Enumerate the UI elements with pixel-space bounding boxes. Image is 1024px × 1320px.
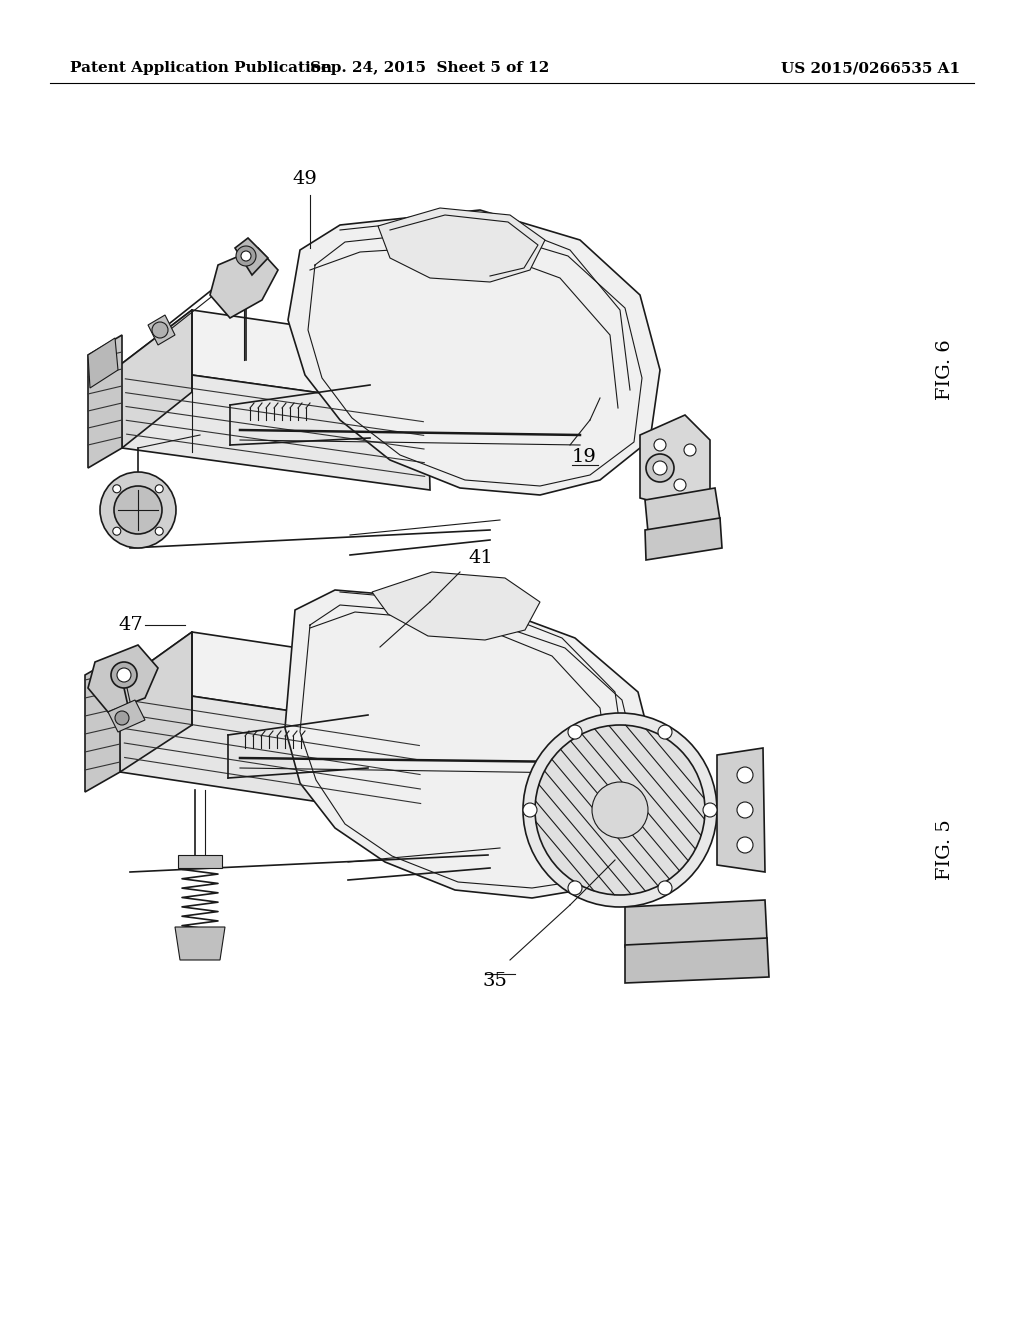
Circle shape: [737, 767, 753, 783]
Polygon shape: [625, 900, 767, 946]
Polygon shape: [85, 655, 120, 792]
Text: US 2015/0266535 A1: US 2015/0266535 A1: [781, 61, 961, 75]
Polygon shape: [288, 210, 660, 495]
Text: Patent Application Publication: Patent Application Publication: [70, 61, 332, 75]
Text: 41: 41: [468, 549, 493, 568]
Circle shape: [100, 473, 176, 548]
Polygon shape: [118, 632, 498, 731]
Circle shape: [523, 803, 537, 817]
Circle shape: [113, 484, 121, 492]
Polygon shape: [88, 645, 158, 711]
Polygon shape: [372, 572, 540, 640]
Circle shape: [568, 880, 582, 895]
Circle shape: [117, 668, 131, 682]
Circle shape: [523, 713, 717, 907]
Polygon shape: [645, 488, 720, 532]
Polygon shape: [210, 248, 278, 318]
Circle shape: [658, 725, 672, 739]
Polygon shape: [640, 414, 710, 510]
Polygon shape: [717, 748, 765, 873]
Circle shape: [654, 440, 666, 451]
Polygon shape: [118, 685, 426, 818]
Polygon shape: [148, 315, 175, 345]
Circle shape: [115, 711, 129, 725]
Circle shape: [592, 781, 648, 838]
Text: 49: 49: [293, 170, 317, 187]
Circle shape: [737, 837, 753, 853]
Polygon shape: [178, 855, 222, 869]
Polygon shape: [625, 939, 769, 983]
Text: 19: 19: [572, 447, 597, 466]
Text: 47: 47: [118, 616, 143, 634]
Polygon shape: [378, 209, 545, 282]
Circle shape: [113, 527, 121, 535]
Text: FIG. 6: FIG. 6: [936, 339, 954, 400]
Polygon shape: [645, 517, 722, 560]
Polygon shape: [118, 632, 193, 772]
Circle shape: [156, 484, 163, 492]
Polygon shape: [120, 366, 430, 490]
Circle shape: [241, 251, 251, 261]
Polygon shape: [285, 590, 658, 898]
Polygon shape: [120, 310, 500, 408]
Circle shape: [646, 454, 674, 482]
Polygon shape: [108, 700, 145, 733]
Circle shape: [658, 880, 672, 895]
Text: 35: 35: [482, 972, 508, 990]
Circle shape: [568, 725, 582, 739]
Circle shape: [535, 725, 705, 895]
Text: Sep. 24, 2015  Sheet 5 of 12: Sep. 24, 2015 Sheet 5 of 12: [310, 61, 550, 75]
Polygon shape: [234, 238, 268, 275]
Polygon shape: [175, 927, 225, 960]
Circle shape: [236, 246, 256, 267]
Text: FIG. 5: FIG. 5: [936, 820, 954, 880]
Circle shape: [152, 322, 168, 338]
Polygon shape: [88, 338, 118, 388]
Circle shape: [156, 527, 163, 535]
Circle shape: [674, 479, 686, 491]
Circle shape: [111, 663, 137, 688]
Polygon shape: [88, 335, 122, 469]
Circle shape: [737, 803, 753, 818]
Circle shape: [653, 461, 667, 475]
Polygon shape: [120, 310, 193, 447]
Circle shape: [114, 486, 162, 535]
Circle shape: [684, 444, 696, 455]
Circle shape: [703, 803, 717, 817]
